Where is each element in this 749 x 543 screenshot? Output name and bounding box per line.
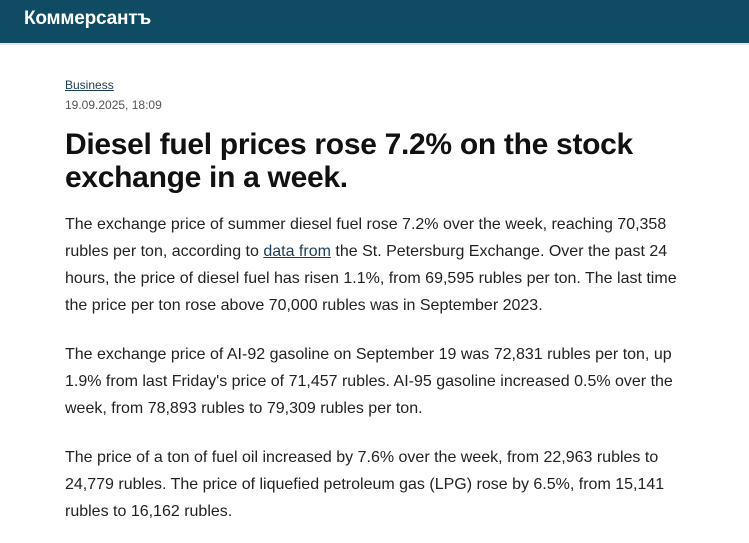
article-headline: Diesel fuel prices rose 7.2% on the stoc…: [65, 128, 633, 194]
header-divider: [0, 43, 749, 45]
article-paragraph-1: The exchange price of summer diesel fuel…: [65, 211, 700, 319]
paragraph-1-text-before-link: The exchange price of summer diesel fuel…: [65, 216, 667, 260]
article: Business 19.09.2025, 18:09 Diesel fuel p…: [65, 76, 705, 525]
publish-date: 19.09.2025, 18:09: [65, 98, 162, 112]
site-header: Коммерсантъ: [0, 0, 749, 43]
paragraph-1-text-after-link: the St. Petersburg Exchange. Over the pa…: [65, 243, 677, 314]
category-link[interactable]: Business: [65, 78, 114, 92]
source-link[interactable]: data from: [263, 243, 331, 260]
article-paragraph-3: The price of a ton of fuel oil increased…: [65, 449, 665, 520]
article-paragraph-2: The exchange price of AI-92 gasoline on …: [65, 346, 673, 417]
site-logo[interactable]: Коммерсантъ: [24, 8, 152, 29]
